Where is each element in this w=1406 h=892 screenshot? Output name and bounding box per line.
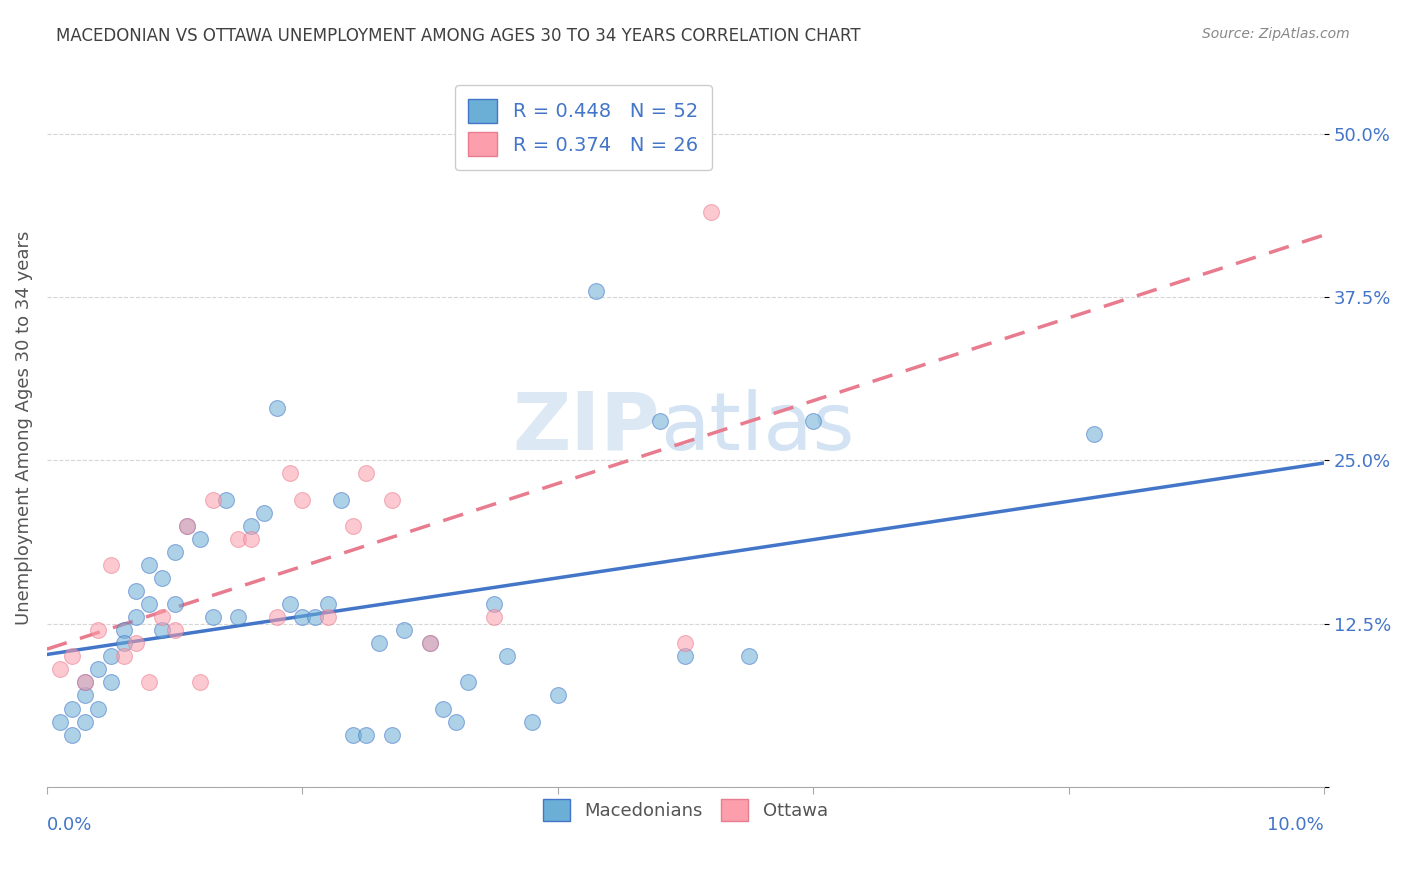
Point [138, 675, 160, 690]
Point [482, 610, 505, 624]
Point [201, 610, 224, 624]
Point [176, 518, 198, 533]
Point [419, 636, 441, 650]
Point [228, 532, 250, 546]
Point [278, 467, 301, 481]
Point [87, 623, 110, 637]
Point [100, 649, 122, 664]
Point [266, 610, 288, 624]
Point [700, 205, 723, 219]
Point [673, 636, 696, 650]
Point [253, 506, 276, 520]
Point [354, 728, 377, 742]
Point [342, 518, 364, 533]
Point [419, 636, 441, 650]
Point [112, 636, 135, 650]
Point [163, 545, 186, 559]
Point [240, 518, 263, 533]
Point [215, 492, 238, 507]
Point [673, 649, 696, 664]
Point [138, 597, 160, 611]
Point [316, 610, 339, 624]
Point [547, 689, 569, 703]
Point [150, 623, 173, 637]
Point [648, 414, 671, 428]
Point [801, 414, 824, 428]
Point [87, 701, 110, 715]
Point [266, 401, 288, 416]
Point [163, 623, 186, 637]
Point [188, 675, 211, 690]
Point [201, 492, 224, 507]
Point [150, 610, 173, 624]
Point [482, 597, 505, 611]
Point [125, 584, 148, 599]
Point [150, 571, 173, 585]
Point [112, 649, 135, 664]
Point [240, 532, 263, 546]
Point [75, 675, 97, 690]
Point [444, 714, 467, 729]
Point [495, 649, 517, 664]
Text: atlas: atlas [659, 389, 855, 467]
Point [163, 597, 186, 611]
Point [176, 518, 198, 533]
Point [112, 623, 135, 637]
Point [354, 467, 377, 481]
Text: 10.0%: 10.0% [1267, 815, 1324, 834]
Point [342, 728, 364, 742]
Point [381, 728, 404, 742]
Point [48, 714, 70, 729]
Point [75, 675, 97, 690]
Text: Source: ZipAtlas.com: Source: ZipAtlas.com [1202, 27, 1350, 41]
Point [278, 597, 301, 611]
Text: ZIP: ZIP [513, 389, 659, 467]
Point [48, 662, 70, 676]
Point [432, 701, 454, 715]
Point [125, 610, 148, 624]
Point [62, 701, 84, 715]
Point [228, 610, 250, 624]
Point [87, 662, 110, 676]
Point [381, 492, 404, 507]
Point [188, 532, 211, 546]
Point [316, 597, 339, 611]
Point [585, 284, 607, 298]
Point [291, 610, 314, 624]
Point [304, 610, 326, 624]
Point [329, 492, 352, 507]
Point [367, 636, 389, 650]
Point [62, 649, 84, 664]
Y-axis label: Unemployment Among Ages 30 to 34 years: Unemployment Among Ages 30 to 34 years [15, 230, 32, 625]
Point [1083, 427, 1105, 442]
Point [457, 675, 479, 690]
Point [100, 675, 122, 690]
Point [125, 636, 148, 650]
Point [62, 728, 84, 742]
Point [520, 714, 543, 729]
Point [75, 689, 97, 703]
Text: MACEDONIAN VS OTTAWA UNEMPLOYMENT AMONG AGES 30 TO 34 YEARS CORRELATION CHART: MACEDONIAN VS OTTAWA UNEMPLOYMENT AMONG … [56, 27, 860, 45]
Text: 0.0%: 0.0% [46, 815, 93, 834]
Point [291, 492, 314, 507]
Point [138, 558, 160, 572]
Legend: Macedonians, Ottawa: Macedonians, Ottawa [536, 792, 835, 828]
Point [100, 558, 122, 572]
Point [738, 649, 761, 664]
Point [75, 714, 97, 729]
Point [394, 623, 416, 637]
